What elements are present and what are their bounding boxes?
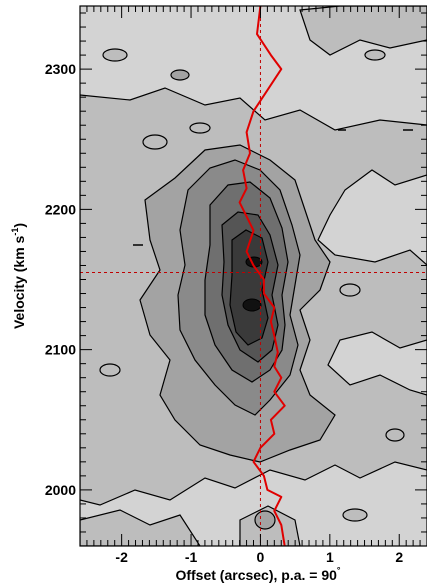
y-axis-title: Velocity (km s-1): [10, 223, 27, 329]
x-tick-label: 1: [326, 549, 334, 565]
x-tick-label: 0: [257, 549, 265, 565]
y-tick-label: 2000: [45, 482, 76, 498]
y-tick-label: 2300: [45, 61, 76, 77]
x-axis-title: Offset (arcsec), p.a. = 90°: [175, 565, 340, 583]
y-tick-label: 2100: [45, 342, 76, 358]
contour-islands: [99, 48, 405, 522]
axis-tick-labels: -2 -1 0 1 2 2000 2100 2200 2300: [45, 61, 403, 565]
axis-ticks: [79, 6, 427, 547]
y-tick-label: 2200: [45, 201, 76, 217]
plot-area: [80, 6, 427, 546]
small-contour-marks: [133, 129, 413, 246]
x-tick-label: -2: [115, 549, 128, 565]
x-tick-label: -1: [185, 549, 198, 565]
rotation-curve-series: [238, 6, 286, 546]
x-tick-label: 2: [395, 549, 403, 565]
